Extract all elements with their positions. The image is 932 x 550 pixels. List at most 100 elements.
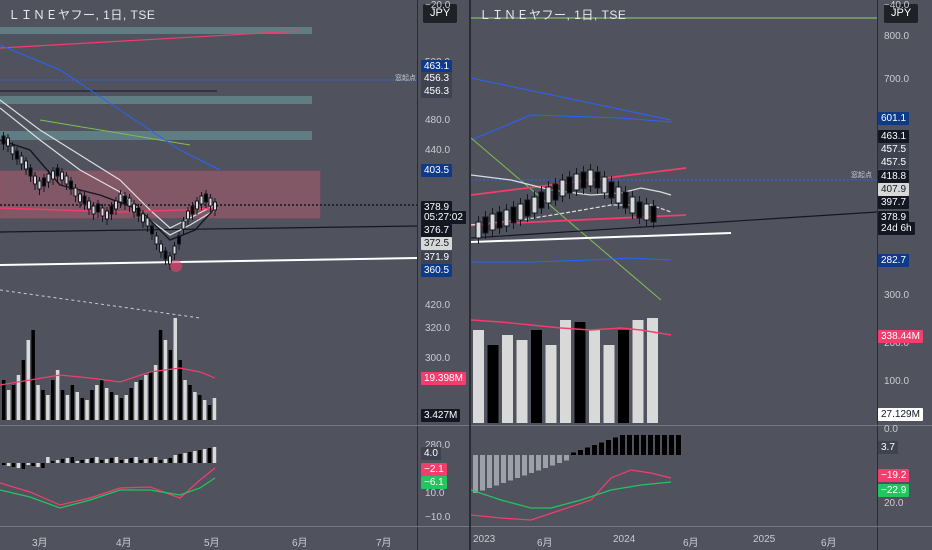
candle-body xyxy=(552,183,559,201)
candle-body xyxy=(6,137,10,147)
histogram-bar xyxy=(144,459,148,463)
candle-body xyxy=(208,197,213,207)
histogram-bar xyxy=(529,455,534,473)
left-chart-canvas[interactable] xyxy=(0,0,470,550)
histogram-bar xyxy=(183,453,187,463)
histogram-bar xyxy=(75,461,79,463)
candle-body xyxy=(64,175,69,185)
right-chart-canvas[interactable] xyxy=(471,0,932,550)
candle-body xyxy=(141,213,145,223)
ma-white-right-2 xyxy=(471,204,672,226)
left-chart-title: ＬＩＮＥヤフー, 1日, TSE xyxy=(8,8,156,22)
right-macd-histogram xyxy=(473,435,681,493)
volume-bar xyxy=(198,395,202,420)
histogram-bar xyxy=(104,459,109,463)
candle-body xyxy=(181,220,186,230)
volume-bar xyxy=(207,405,212,420)
volume-bar xyxy=(183,380,187,420)
right-origin-label: 窓起点 xyxy=(851,172,872,179)
left-price-tick: 420.0 xyxy=(425,300,451,311)
candle-body xyxy=(204,193,208,203)
candle-body xyxy=(91,205,96,215)
candle-body xyxy=(587,169,594,187)
left-price-tick: 480.0 xyxy=(425,115,451,126)
volume-bar xyxy=(168,350,173,420)
histogram-bar xyxy=(80,460,84,463)
volume-bar xyxy=(21,360,26,420)
candle-body xyxy=(531,196,538,214)
right-price-tag: 397.7 xyxy=(878,196,910,209)
candle-body xyxy=(538,191,545,209)
histogram-bar xyxy=(158,460,163,463)
histogram-bar xyxy=(550,455,555,466)
volume-bar xyxy=(2,380,6,420)
candle-body xyxy=(172,245,177,255)
volume-bar xyxy=(104,388,109,420)
volume-bar xyxy=(129,388,133,420)
histogram-bar xyxy=(100,460,104,463)
right-price-tag: 407.9 xyxy=(878,183,910,196)
right-time-tick: 6月 xyxy=(821,538,837,549)
volume-bar xyxy=(574,322,586,423)
candle-body xyxy=(186,210,190,220)
left-currency-button[interactable]: JPY xyxy=(423,4,458,23)
left-price-tag: 371.9 xyxy=(421,251,453,264)
volume-bar xyxy=(487,345,499,423)
right-price-tag: 3.7 xyxy=(878,441,898,454)
right-price-tag: 463.1 xyxy=(878,130,910,143)
histogram-bar xyxy=(55,460,60,463)
volume-bar xyxy=(41,390,45,420)
histogram-bar xyxy=(473,455,478,493)
left-candlesticks xyxy=(1,132,217,270)
left-chart-pane[interactable]: ＬＩＮＥヤフー, 1日, TSE JPY 500.0480.0440.0420.… xyxy=(0,0,470,550)
volume-bar xyxy=(163,340,168,420)
right-price-tick: 800.0 xyxy=(884,31,910,42)
volume-bar xyxy=(90,390,94,420)
candle-body xyxy=(109,205,114,215)
volume-bar xyxy=(36,385,40,420)
candle-body xyxy=(96,203,100,213)
volume-bar xyxy=(149,372,153,420)
candle-body xyxy=(145,217,150,227)
right-chart-pane[interactable]: ＬＩＮＥヤフー, 1日, TSE JPY 800.0700.0500.0300.… xyxy=(471,0,932,550)
volume-bar xyxy=(134,382,138,420)
histogram-bar xyxy=(494,455,499,486)
ma-white-right xyxy=(471,174,672,196)
pane-divider[interactable] xyxy=(469,0,471,550)
volume-bar xyxy=(119,398,124,420)
volume-bar xyxy=(589,330,600,423)
histogram-bar xyxy=(501,455,506,483)
ma-white-1 xyxy=(0,99,216,229)
volume-bar xyxy=(51,380,55,420)
histogram-bar xyxy=(198,450,202,463)
left-price-tick: 300.0 xyxy=(425,353,451,364)
histogram-bar xyxy=(2,463,6,465)
histogram-bar xyxy=(173,455,177,463)
left-time-separator xyxy=(0,526,470,527)
volume-bar xyxy=(502,335,513,423)
histogram-bar xyxy=(163,459,168,463)
right-time-tick: 6月 xyxy=(537,538,553,549)
candle-body xyxy=(100,207,105,217)
candle-body xyxy=(510,206,517,224)
left-indicator-separator xyxy=(0,425,470,426)
candle-body xyxy=(78,193,82,203)
histogram-bar xyxy=(676,435,681,455)
left-price-tag: 360.5 xyxy=(421,264,453,277)
volume-bar xyxy=(60,390,65,420)
ma-blue-long xyxy=(471,77,672,121)
histogram-bar xyxy=(168,458,173,463)
histogram-bar xyxy=(648,435,653,455)
candle-body xyxy=(213,201,217,211)
candle-body xyxy=(132,203,136,213)
volume-bar xyxy=(55,370,60,420)
candle-body xyxy=(190,205,195,215)
right-currency-button[interactable]: JPY xyxy=(884,4,919,23)
volume-bar xyxy=(193,392,197,420)
histogram-bar xyxy=(515,455,520,478)
low-marker xyxy=(170,260,182,272)
histogram-bar xyxy=(60,459,65,463)
histogram-bar xyxy=(95,457,99,463)
candle-body xyxy=(37,180,42,190)
histogram-bar xyxy=(522,455,527,476)
